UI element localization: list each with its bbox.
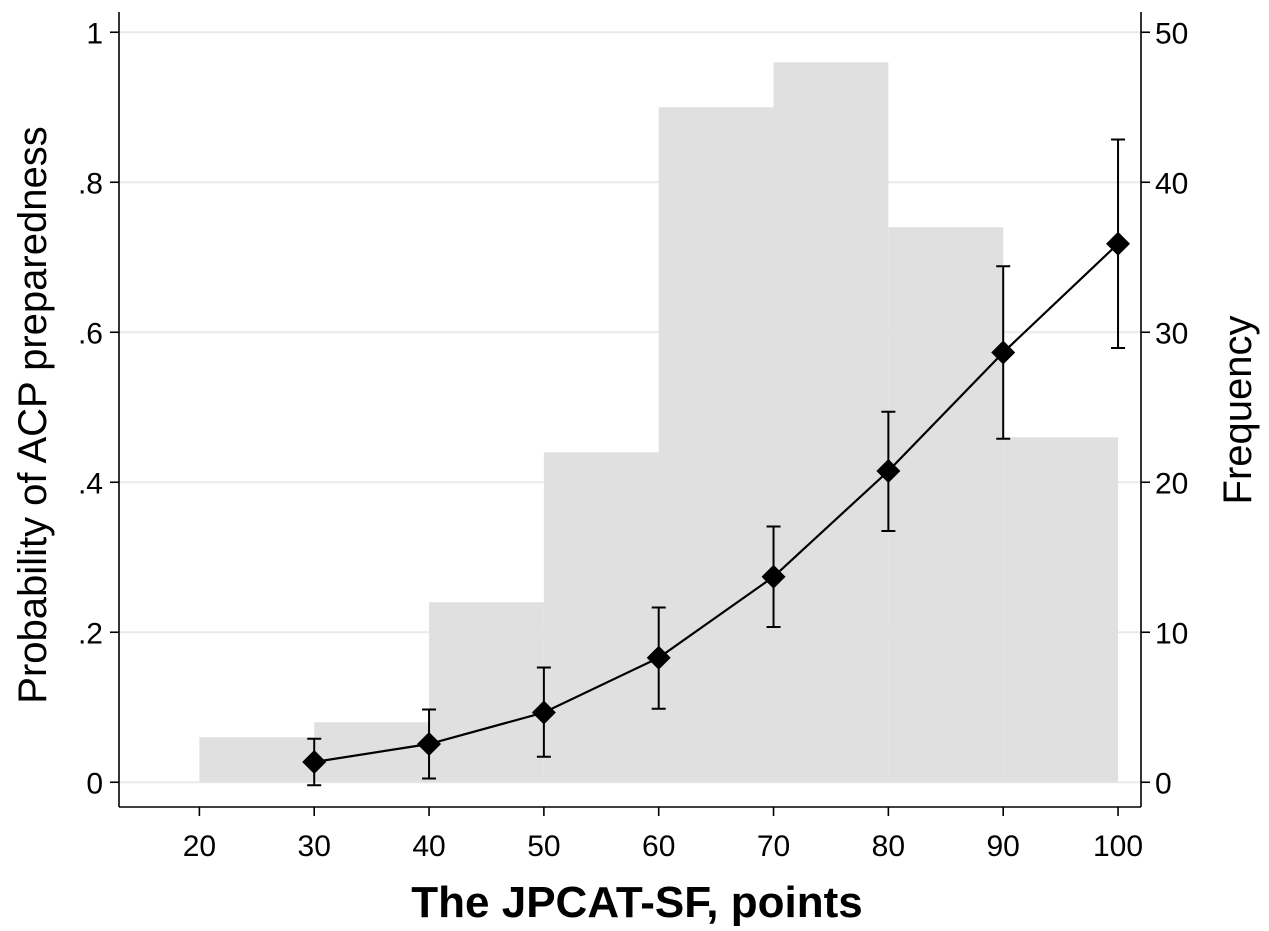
probability-line	[314, 242, 1119, 764]
x-tick-label: 50	[527, 830, 560, 863]
y-tick-label: 1	[86, 17, 103, 50]
x-tick-label: 80	[872, 830, 905, 863]
probability-point-50	[531, 700, 556, 725]
probability-point-90	[991, 340, 1016, 365]
histogram-bar-40-50	[429, 602, 544, 783]
probability-point-40	[417, 732, 442, 756]
y-tick-label: .4	[78, 467, 103, 500]
x-tick-label: 90	[987, 830, 1020, 863]
y2-axis-title: Frequency	[1216, 316, 1260, 505]
histogram-bar-60-70	[658, 107, 774, 783]
histogram-bars	[199, 62, 1119, 783]
x-tick-label: 70	[757, 830, 790, 863]
probability-point-80	[876, 459, 901, 483]
axes	[110, 12, 1150, 816]
x-tick-label: 60	[642, 830, 675, 863]
y-tick-label: .8	[78, 167, 103, 200]
y2-tick-label: 30	[1155, 317, 1188, 350]
y2-tick-label: 20	[1155, 467, 1188, 500]
y2-tick-label: 40	[1155, 167, 1188, 200]
probability-point-30	[302, 750, 327, 774]
probability-point-70	[761, 564, 786, 589]
y-tick-label: 0	[86, 767, 103, 800]
y-axis-title: Probability of ACP preparedness	[11, 126, 55, 703]
histogram-bar-80-90	[888, 227, 1004, 783]
x-tick-label: 20	[183, 830, 216, 863]
histogram-bar-20-30	[199, 737, 315, 783]
probability-point-100	[1106, 231, 1131, 256]
y-tick-label: .6	[78, 317, 103, 350]
probability-point-60	[646, 645, 671, 670]
x-tick-label: 100	[1093, 830, 1143, 863]
y2-tick-label: 0	[1155, 767, 1172, 800]
x-axis-title: The JPCAT-SF, points	[411, 878, 862, 927]
histogram-bar-70-80	[773, 62, 889, 783]
probability-series	[302, 138, 1131, 787]
histogram-bar-50-60	[543, 452, 659, 783]
y-tick-label: .2	[78, 617, 103, 650]
x-tick-label: 40	[412, 830, 445, 863]
histogram-bar-90-100	[1003, 437, 1119, 783]
x-tick-label: 30	[298, 830, 331, 863]
y2-tick-label: 50	[1155, 17, 1188, 50]
y2-tick-label: 10	[1155, 617, 1188, 650]
